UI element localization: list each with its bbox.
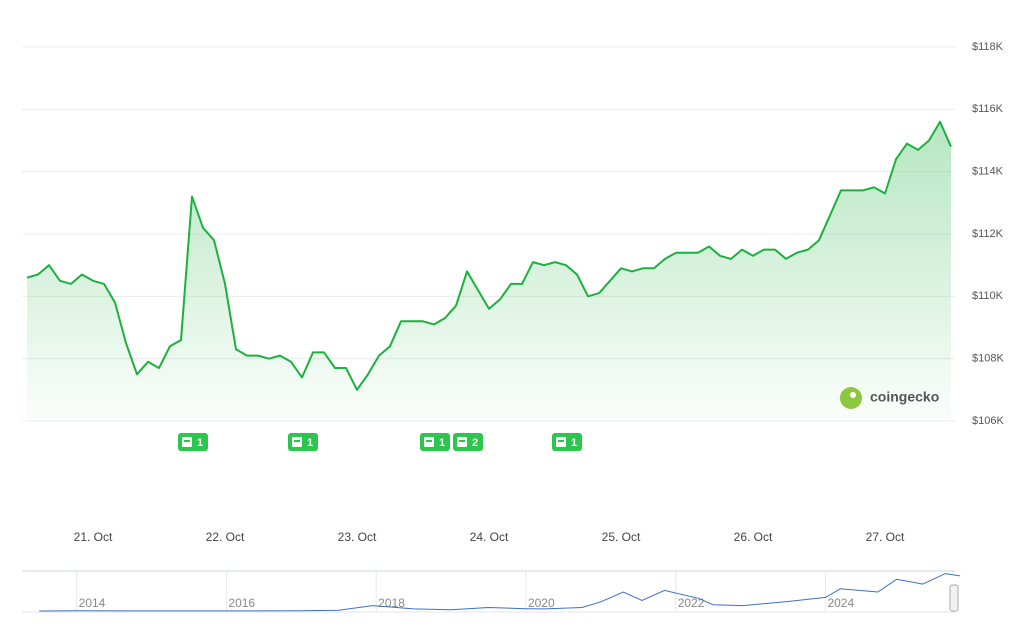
badge-count: 1 xyxy=(307,437,313,449)
price-area xyxy=(27,121,951,422)
badge-count: 1 xyxy=(439,437,445,449)
badge-count: 2 xyxy=(472,437,478,449)
badge-icon-line xyxy=(459,440,465,442)
x-tick-label: 23. Oct xyxy=(338,530,377,544)
nav-tick-label: 2024 xyxy=(827,596,854,610)
y-tick-label: $116K xyxy=(972,103,1004,115)
news-badge[interactable]: 1 xyxy=(420,433,450,451)
y-tick-label: $118K xyxy=(972,41,1004,53)
badge-count: 1 xyxy=(197,437,203,449)
x-tick-label: 26. Oct xyxy=(734,530,773,544)
x-tick-label: 25. Oct xyxy=(602,530,641,544)
news-badge[interactable]: 1 xyxy=(178,433,208,451)
watermark: coingecko xyxy=(870,389,939,405)
nav-tick-label: 2016 xyxy=(228,596,255,610)
watermark-logo-eye xyxy=(850,392,856,398)
price-line xyxy=(26,120,952,391)
badge-icon-line xyxy=(294,440,300,442)
navigator-handle[interactable] xyxy=(949,584,959,612)
badge-icon-line xyxy=(426,440,432,442)
nav-tick-label: 2014 xyxy=(79,596,106,610)
y-tick-label: $110K xyxy=(972,290,1004,302)
watermark-logo xyxy=(840,387,862,409)
badge-icon-line xyxy=(184,440,190,442)
badge-icon-line xyxy=(558,440,564,442)
news-badge[interactable]: 2 xyxy=(453,433,483,451)
nav-tick-label: 2020 xyxy=(528,596,555,610)
news-badge[interactable]: 1 xyxy=(288,433,318,451)
x-tick-label: 24. Oct xyxy=(470,530,509,544)
x-tick-label: 21. Oct xyxy=(74,530,113,544)
news-badge[interactable]: 1 xyxy=(552,433,582,451)
x-tick-label: 22. Oct xyxy=(206,530,245,544)
y-tick-label: $114K xyxy=(972,166,1004,178)
x-tick-label: 27. Oct xyxy=(866,530,905,544)
y-tick-label: $106K xyxy=(972,415,1004,427)
y-tick-label: $112K xyxy=(972,228,1004,240)
nav-tick-label: 2022 xyxy=(678,596,705,610)
nav-line xyxy=(39,573,961,612)
y-tick-label: $108K xyxy=(972,353,1004,365)
badge-count: 1 xyxy=(571,437,577,449)
